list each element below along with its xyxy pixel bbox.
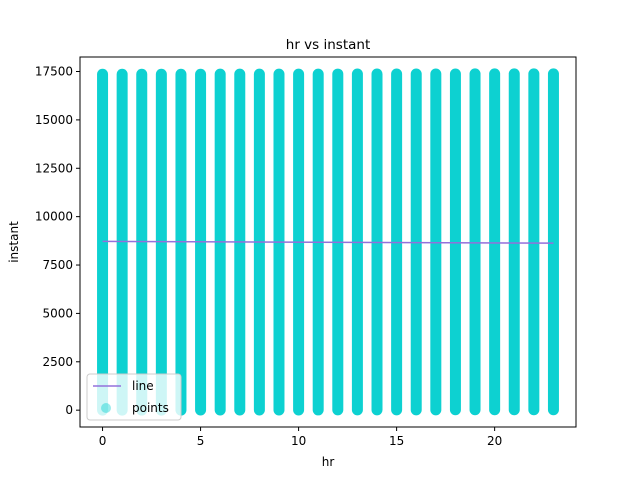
plot-area — [97, 68, 559, 416]
legend: line points — [86, 373, 182, 421]
axes-frame — [79, 56, 577, 428]
y-tick-label: 7500 — [42, 258, 73, 272]
legend-points-swatch — [101, 403, 111, 413]
y-axis-label: instant — [7, 221, 21, 263]
y-tick-label: 2500 — [42, 355, 73, 369]
y-tick-label: 17500 — [35, 65, 73, 79]
y-tick-label: 5000 — [42, 306, 73, 320]
legend-label-line: line — [132, 379, 154, 393]
legend-label-points: points — [132, 401, 169, 415]
axes: 0 5 10 15 20 0 2500 5000 7500 10000 12500 15000 1750… — [35, 56, 577, 448]
x-axis-label: hr — [322, 455, 335, 469]
y-tick-label: 10000 — [35, 210, 73, 224]
y-tick-label: 12500 — [35, 161, 73, 175]
y-tick-label: 15000 — [35, 113, 73, 127]
x-tick-label: 15 — [389, 434, 404, 448]
series-line — [102, 240, 554, 244]
chart-title: hr vs instant — [286, 37, 370, 53]
x-tick-label: 10 — [291, 434, 306, 448]
x-tick-label: 0 — [99, 434, 107, 448]
y-tick-label: 0 — [65, 403, 73, 417]
x-tick-label: 5 — [197, 434, 205, 448]
x-tick-label: 20 — [487, 434, 502, 448]
